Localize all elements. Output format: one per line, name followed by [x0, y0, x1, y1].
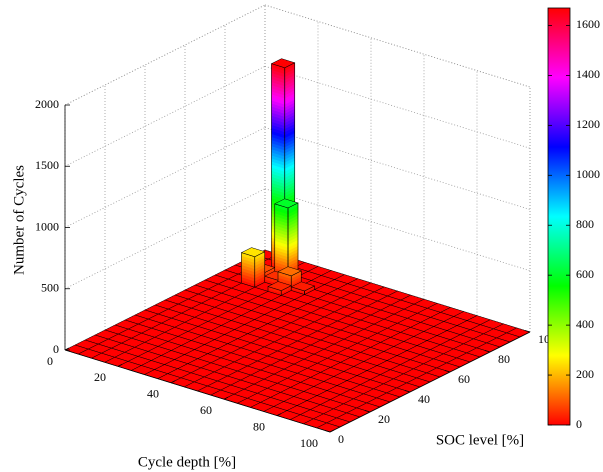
- x-tick-label: 20: [94, 370, 106, 384]
- y-tick: [404, 390, 411, 393]
- y-tick: [324, 430, 331, 433]
- grid-line: [264, 4, 531, 88]
- colorbar-tick-label: 1600: [576, 17, 600, 31]
- bar: [274, 198, 299, 282]
- y-axis: [329, 331, 531, 433]
- grid-line: [64, 127, 266, 228]
- x-axis-label: Cycle depth [%]: [138, 454, 236, 470]
- y-tick: [524, 330, 531, 333]
- bar: [267, 281, 292, 296]
- y-tick-label: 80: [498, 352, 510, 366]
- colorbar-tick-label: 1000: [576, 167, 600, 181]
- x-tick: [64, 347, 70, 351]
- z-tick-label: 0: [53, 342, 59, 356]
- x-tick: [276, 413, 282, 416]
- y-tick-label: 60: [458, 372, 470, 386]
- x-tick: [329, 429, 335, 433]
- y-tick-label: 0: [338, 432, 344, 446]
- colorbar-tick-label: 600: [576, 267, 594, 281]
- z-tick-label: 500: [41, 281, 59, 295]
- x-tick-label: 80: [253, 419, 265, 433]
- grid-line: [264, 65, 531, 149]
- grid-line: [64, 65, 266, 167]
- colorbar: [547, 7, 571, 426]
- grid-line: [264, 188, 531, 272]
- colorbar-tick-label: 800: [576, 217, 594, 231]
- y-tick-label: 40: [418, 392, 430, 406]
- y-tick-label: 20: [378, 412, 390, 426]
- x-tick-label: 40: [147, 387, 159, 401]
- y-tick: [484, 350, 491, 353]
- colorbar-tick-label: 0: [576, 417, 582, 431]
- x-tick: [117, 364, 123, 367]
- y-tick: [364, 410, 371, 413]
- z-axis-label: Number of Cycles: [11, 165, 27, 275]
- bar: [240, 247, 266, 288]
- grid-line: [64, 4, 266, 106]
- colorbar-tick-label: 200: [576, 367, 594, 381]
- x-tick: [170, 380, 176, 384]
- x-tick-label: 60: [200, 403, 212, 417]
- grid-line: [264, 127, 531, 210]
- colorbar-tick-label: 400: [576, 317, 594, 331]
- colorbar-tick-label: 1400: [576, 67, 600, 81]
- grid-line: [64, 188, 266, 290]
- x-tick: [223, 396, 229, 400]
- y-tick: [444, 370, 451, 373]
- z-tick-label: 1000: [35, 219, 59, 233]
- x-tick-label: 0: [47, 354, 53, 368]
- x-tick-label: 100: [300, 436, 318, 450]
- z-tick-label: 1500: [35, 158, 59, 172]
- y-axis-label: SOC level [%]: [436, 432, 524, 448]
- z-tick-label: 2000: [35, 97, 59, 111]
- x-axis: [64, 349, 331, 433]
- colorbar-tick-label: 1200: [576, 117, 600, 131]
